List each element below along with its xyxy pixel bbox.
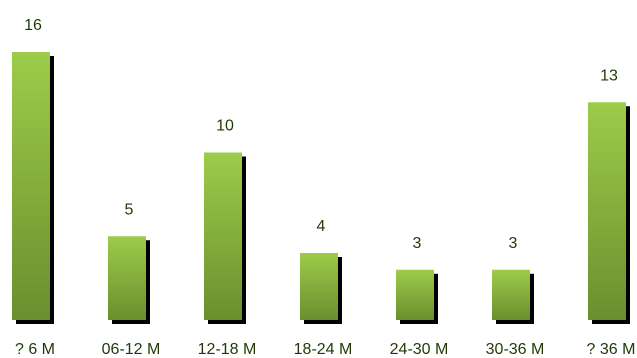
- category-label: 12-18 M: [198, 341, 257, 358]
- data-label: 16: [24, 17, 42, 34]
- category-label: 30-36 M: [486, 341, 545, 358]
- category-label: 06-12 M: [102, 341, 161, 358]
- category-label: ? 36 M: [587, 341, 636, 358]
- data-label: 3: [413, 235, 422, 252]
- category-label: ? 6 M: [15, 341, 55, 358]
- bar: [492, 269, 530, 320]
- data-label: 10: [216, 118, 234, 135]
- bar: [396, 269, 434, 320]
- bar: [300, 253, 338, 320]
- data-labels-group: 16 5 10 4 3 3 13: [24, 17, 618, 252]
- category-labels-group: ? 6 M 06-12 M 12-18 M 18-24 M 24-30 M 30-36 M…: [15, 341, 635, 358]
- data-label: 4: [317, 218, 326, 235]
- bar: [108, 236, 146, 320]
- bar: [12, 52, 50, 320]
- bar: [588, 102, 626, 320]
- bars-group: [12, 52, 630, 324]
- category-label: 18-24 M: [294, 341, 353, 358]
- data-label: 3: [509, 235, 518, 252]
- category-label: 24-30 M: [390, 341, 449, 358]
- data-label: 5: [125, 201, 134, 218]
- bar: [204, 152, 242, 320]
- data-label: 13: [600, 67, 618, 84]
